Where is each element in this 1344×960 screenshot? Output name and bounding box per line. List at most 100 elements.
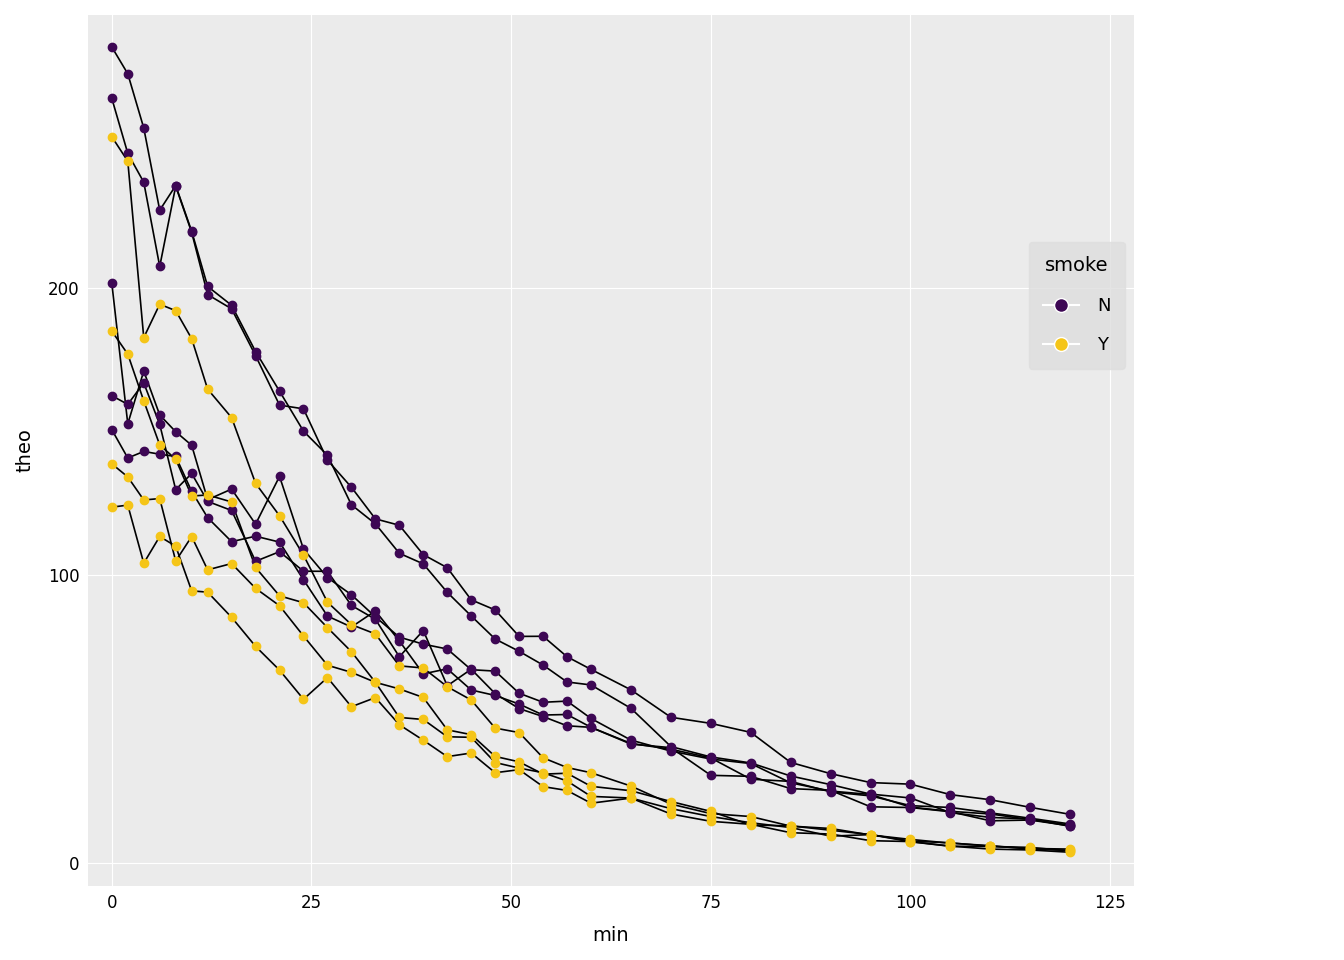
Point xyxy=(165,482,187,497)
Point xyxy=(461,661,482,677)
Point xyxy=(980,805,1001,821)
Point xyxy=(149,491,171,506)
Point xyxy=(508,629,530,644)
Point xyxy=(581,710,602,726)
Point xyxy=(741,756,762,771)
Point xyxy=(117,66,138,82)
Point xyxy=(1059,841,1081,856)
Point xyxy=(700,809,722,825)
Point xyxy=(700,814,722,829)
Point xyxy=(340,617,362,633)
Point xyxy=(364,516,386,532)
Point xyxy=(461,592,482,608)
Point xyxy=(269,662,290,678)
Point xyxy=(165,303,187,319)
Point xyxy=(165,448,187,464)
Point xyxy=(388,682,410,697)
Point xyxy=(556,649,578,664)
Point xyxy=(980,841,1001,856)
Point xyxy=(820,766,841,781)
Point xyxy=(269,535,290,550)
Point xyxy=(484,755,505,770)
Point xyxy=(508,643,530,659)
Point xyxy=(245,516,266,532)
Point xyxy=(388,545,410,561)
Point xyxy=(364,675,386,690)
Point xyxy=(1020,810,1042,826)
Point xyxy=(340,598,362,613)
Point xyxy=(620,735,641,751)
Point xyxy=(245,560,266,575)
Point xyxy=(101,39,122,55)
Point xyxy=(117,154,138,169)
Point xyxy=(620,790,641,805)
Point xyxy=(581,720,602,735)
Point xyxy=(660,794,681,809)
Point xyxy=(149,529,171,544)
Point xyxy=(860,828,882,843)
Point xyxy=(364,675,386,690)
Point xyxy=(700,752,722,767)
Point xyxy=(980,809,1001,825)
Point xyxy=(532,779,554,794)
Point xyxy=(780,819,801,834)
Point xyxy=(556,707,578,722)
Point xyxy=(388,634,410,649)
Point xyxy=(939,804,961,820)
Point xyxy=(413,690,434,706)
Point xyxy=(437,585,458,600)
Point xyxy=(660,797,681,812)
Point xyxy=(1059,845,1081,860)
Point xyxy=(317,452,339,468)
Point xyxy=(660,741,681,756)
Point xyxy=(149,297,171,312)
Point xyxy=(293,564,314,579)
Point xyxy=(939,835,961,851)
Point xyxy=(484,686,505,702)
Point xyxy=(198,492,219,508)
Point xyxy=(269,383,290,398)
Point xyxy=(980,839,1001,854)
Point xyxy=(532,708,554,724)
Point xyxy=(1059,819,1081,834)
Point xyxy=(939,804,961,819)
Point xyxy=(660,801,681,816)
Point xyxy=(980,813,1001,828)
Point xyxy=(269,544,290,560)
Point xyxy=(581,720,602,735)
Point xyxy=(364,603,386,618)
Point xyxy=(220,556,242,571)
Point xyxy=(660,740,681,756)
Point xyxy=(461,730,482,745)
Point xyxy=(181,331,203,347)
Legend: N, Y: N, Y xyxy=(1028,242,1125,369)
Point xyxy=(581,789,602,804)
Point xyxy=(508,685,530,701)
Point xyxy=(620,683,641,698)
Point xyxy=(269,397,290,413)
Point xyxy=(413,660,434,676)
Point xyxy=(133,375,155,391)
Point xyxy=(317,594,339,610)
Point xyxy=(133,492,155,508)
Point xyxy=(364,610,386,625)
Point xyxy=(133,330,155,346)
Point xyxy=(317,609,339,624)
Point xyxy=(413,623,434,638)
Point xyxy=(340,588,362,603)
Point xyxy=(741,772,762,787)
Point xyxy=(556,782,578,798)
Point xyxy=(1020,840,1042,855)
Point xyxy=(1020,842,1042,857)
Point xyxy=(899,777,921,792)
Point xyxy=(388,649,410,664)
Point xyxy=(1059,816,1081,831)
Point xyxy=(101,129,122,144)
Point xyxy=(340,619,362,635)
Point xyxy=(340,664,362,680)
Point xyxy=(181,529,203,544)
Point xyxy=(700,751,722,766)
Point xyxy=(437,679,458,694)
Point xyxy=(581,779,602,794)
Point xyxy=(899,790,921,805)
